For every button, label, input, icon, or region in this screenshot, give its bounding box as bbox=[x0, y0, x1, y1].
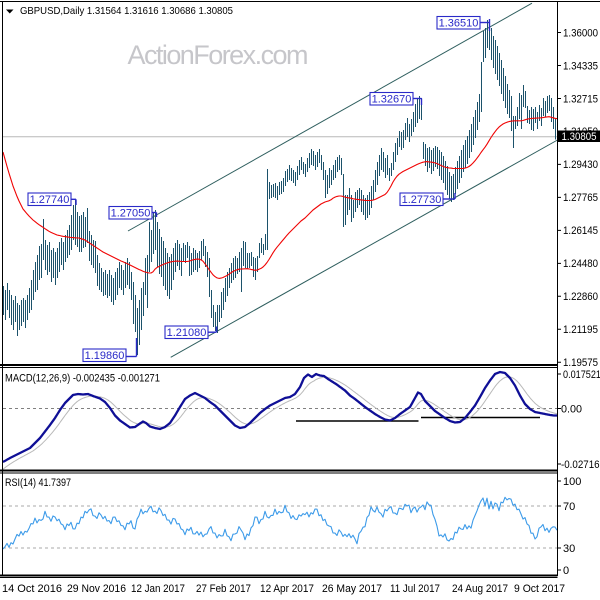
svg-text:1.36000: 1.36000 bbox=[563, 27, 598, 39]
svg-text:9 Oct 2017: 9 Oct 2017 bbox=[514, 583, 565, 595]
svg-text:-0.027169: -0.027169 bbox=[561, 459, 600, 471]
svg-text:1.26145: 1.26145 bbox=[563, 225, 598, 237]
svg-text:1.27765: 1.27765 bbox=[563, 192, 598, 204]
svg-text:1.32715: 1.32715 bbox=[563, 93, 598, 105]
svg-text:ActionForex.com: ActionForex.com bbox=[128, 40, 309, 70]
svg-text:0: 0 bbox=[563, 565, 569, 577]
svg-text:26 May 2017: 26 May 2017 bbox=[322, 583, 382, 595]
svg-text:1.27730: 1.27730 bbox=[402, 194, 442, 206]
svg-text:1.21080: 1.21080 bbox=[167, 327, 207, 339]
svg-text:12 Apr 2017: 12 Apr 2017 bbox=[260, 583, 314, 595]
svg-text:1.34335: 1.34335 bbox=[563, 60, 598, 72]
svg-text:1.21195: 1.21195 bbox=[563, 324, 598, 336]
svg-text:27 Feb 2017: 27 Feb 2017 bbox=[196, 583, 251, 595]
svg-text:MACD(12,26,9) -0.002435 -0.001: MACD(12,26,9) -0.002435 -0.001271 bbox=[5, 373, 160, 385]
svg-text:30: 30 bbox=[563, 543, 575, 555]
svg-text:1.24480: 1.24480 bbox=[563, 258, 598, 270]
svg-text:14 Oct 2016: 14 Oct 2016 bbox=[2, 583, 62, 595]
svg-text:1.29430: 1.29430 bbox=[563, 159, 598, 171]
svg-text:11 Jul 2017: 11 Jul 2017 bbox=[390, 583, 440, 595]
svg-text:GBPUSD,Daily 1.31564 1.31616: GBPUSD,Daily 1.31564 1.31616 1.30686 1.3… bbox=[20, 5, 233, 17]
svg-text:1.27740: 1.27740 bbox=[30, 194, 70, 206]
svg-text:1.30805: 1.30805 bbox=[562, 131, 597, 143]
svg-text:0.00: 0.00 bbox=[561, 403, 582, 415]
svg-text:0.017521: 0.017521 bbox=[563, 369, 600, 381]
svg-text:12 Jan 2017: 12 Jan 2017 bbox=[131, 583, 185, 595]
svg-text:1.19860: 1.19860 bbox=[85, 350, 125, 362]
svg-text:1.19575: 1.19575 bbox=[563, 357, 598, 369]
svg-text:29 Nov 2016: 29 Nov 2016 bbox=[67, 583, 126, 595]
svg-text:100: 100 bbox=[563, 476, 581, 488]
svg-text:24 Aug 2017: 24 Aug 2017 bbox=[452, 583, 508, 595]
svg-text:1.32670: 1.32670 bbox=[372, 94, 412, 106]
svg-text:1.27050: 1.27050 bbox=[111, 208, 151, 220]
svg-text:1.36510: 1.36510 bbox=[439, 18, 479, 30]
svg-text:RSI(14) 41.7397: RSI(14) 41.7397 bbox=[5, 477, 71, 489]
svg-text:1.22860: 1.22860 bbox=[563, 291, 598, 303]
svg-text:70: 70 bbox=[563, 501, 575, 513]
